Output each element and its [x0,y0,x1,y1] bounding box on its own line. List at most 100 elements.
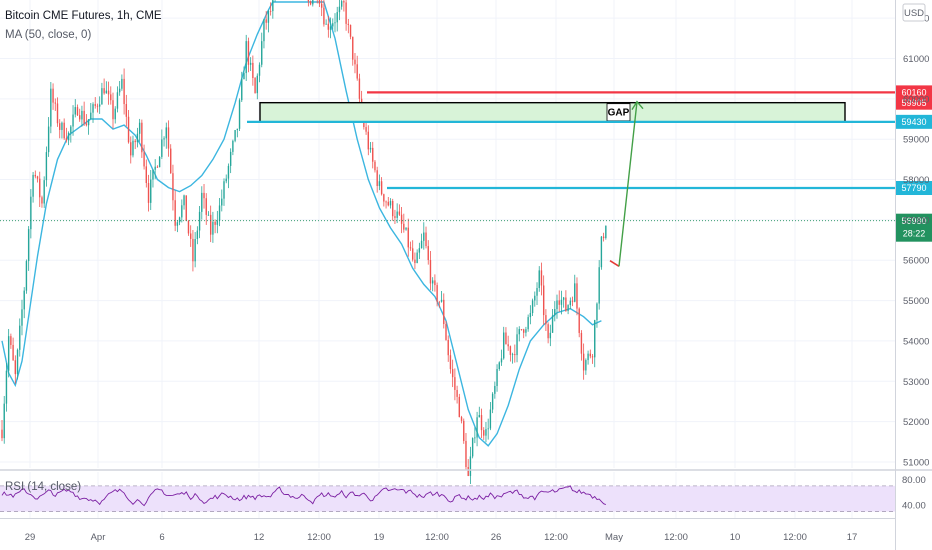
last-price-tag[interactable] [896,213,932,242]
candle-body[interactable] [447,339,449,356]
candle-body[interactable] [323,7,325,25]
candle-body[interactable] [309,1,312,5]
candle-body[interactable] [269,10,272,12]
candle-body[interactable] [605,225,607,239]
candle-body[interactable] [50,88,52,127]
candle-body[interactable] [329,26,332,30]
candle-body[interactable] [591,356,594,358]
candle-body[interactable] [529,313,532,318]
candle-body[interactable] [136,133,139,143]
candle-body[interactable] [496,369,498,386]
candle-body[interactable] [498,362,500,370]
candle-body[interactable] [387,201,389,206]
candle-body[interactable] [489,409,492,429]
candle-body[interactable] [367,131,369,150]
candle-body[interactable] [238,100,241,129]
candle-body[interactable] [352,36,354,60]
candle-body[interactable] [123,78,125,105]
candle-body[interactable] [56,103,59,124]
candle-body[interactable] [212,221,214,235]
candle-body[interactable] [405,227,407,230]
projection-up-leg[interactable] [618,101,638,267]
candle-body[interactable] [458,396,461,418]
candle-body[interactable] [471,438,474,457]
candle-body[interactable] [456,389,458,397]
candle-body[interactable] [249,62,252,65]
candle-body[interactable] [247,41,250,65]
candle-body[interactable] [209,214,212,235]
candle-body[interactable] [500,358,503,363]
candle-body[interactable] [505,332,507,345]
candle-body[interactable] [398,211,401,215]
candle-body[interactable] [451,369,454,378]
candle-body[interactable] [118,88,121,93]
candle-body[interactable] [485,429,487,436]
candle-body[interactable] [130,142,132,156]
candle-body[interactable] [1,429,3,439]
candle-body[interactable] [19,325,21,350]
candle-body[interactable] [16,349,19,375]
candle-body[interactable] [25,261,28,291]
candle-body[interactable] [345,2,347,24]
candle-body[interactable] [454,377,456,390]
candle-body[interactable] [356,64,358,79]
candle-body[interactable] [358,78,361,99]
candle-body[interactable] [376,170,378,187]
candle-body[interactable] [256,75,258,94]
candle-body[interactable] [347,23,350,25]
candle-body[interactable] [600,236,603,268]
candle-body[interactable] [227,165,230,179]
candle-body[interactable] [334,22,336,24]
candle-body[interactable] [534,295,536,301]
candle-body[interactable] [10,336,12,345]
candle-body[interactable] [389,201,392,206]
candle-body[interactable] [267,10,270,23]
candle-body[interactable] [429,260,432,284]
candle-body[interactable] [163,138,165,140]
candle-body[interactable] [343,1,345,3]
projection-down-leg[interactable] [609,260,620,267]
candle-body[interactable] [94,104,96,106]
candle-body[interactable] [412,248,414,260]
candle-body[interactable] [307,0,310,2]
candle-body[interactable] [54,102,56,104]
candle-body[interactable] [107,90,110,95]
ma-indicator-label[interactable]: MA (50, close, 0) [5,29,91,41]
candle-body[interactable] [156,166,159,168]
candle-body[interactable] [545,315,547,325]
candle-body[interactable] [161,139,163,157]
candle-body[interactable] [14,360,17,375]
candle-body[interactable] [354,59,356,65]
candle-body[interactable] [425,232,427,247]
candle-body[interactable] [520,329,523,330]
candle-body[interactable] [438,301,441,303]
candle-body[interactable] [378,181,381,187]
candle-body[interactable] [127,116,130,143]
candle-body[interactable] [223,181,225,199]
candle-body[interactable] [365,127,367,132]
candle-body[interactable] [567,305,569,311]
candle-body[interactable] [272,0,274,12]
candle-body[interactable] [332,23,334,27]
candle-body[interactable] [420,240,423,249]
candle-body[interactable] [434,280,436,286]
candle-body[interactable] [265,19,267,23]
candle-body[interactable] [465,440,467,468]
candle-body[interactable] [523,329,525,333]
candle-body[interactable] [158,156,161,168]
candle-body[interactable] [558,300,560,305]
candle-body[interactable] [70,126,72,133]
candle-body[interactable] [491,393,494,410]
candle-body[interactable] [549,332,552,339]
candle-body[interactable] [602,236,605,239]
candles[interactable] [1,0,607,485]
candle-body[interactable] [172,173,174,201]
candle-body[interactable] [145,166,147,184]
candle-body[interactable] [261,41,263,65]
candle-body[interactable] [478,415,480,418]
candle-body[interactable] [190,233,192,239]
candle-body[interactable] [110,94,112,101]
candle-body[interactable] [443,299,445,325]
candle-body[interactable] [460,417,463,421]
candle-body[interactable] [423,232,425,241]
